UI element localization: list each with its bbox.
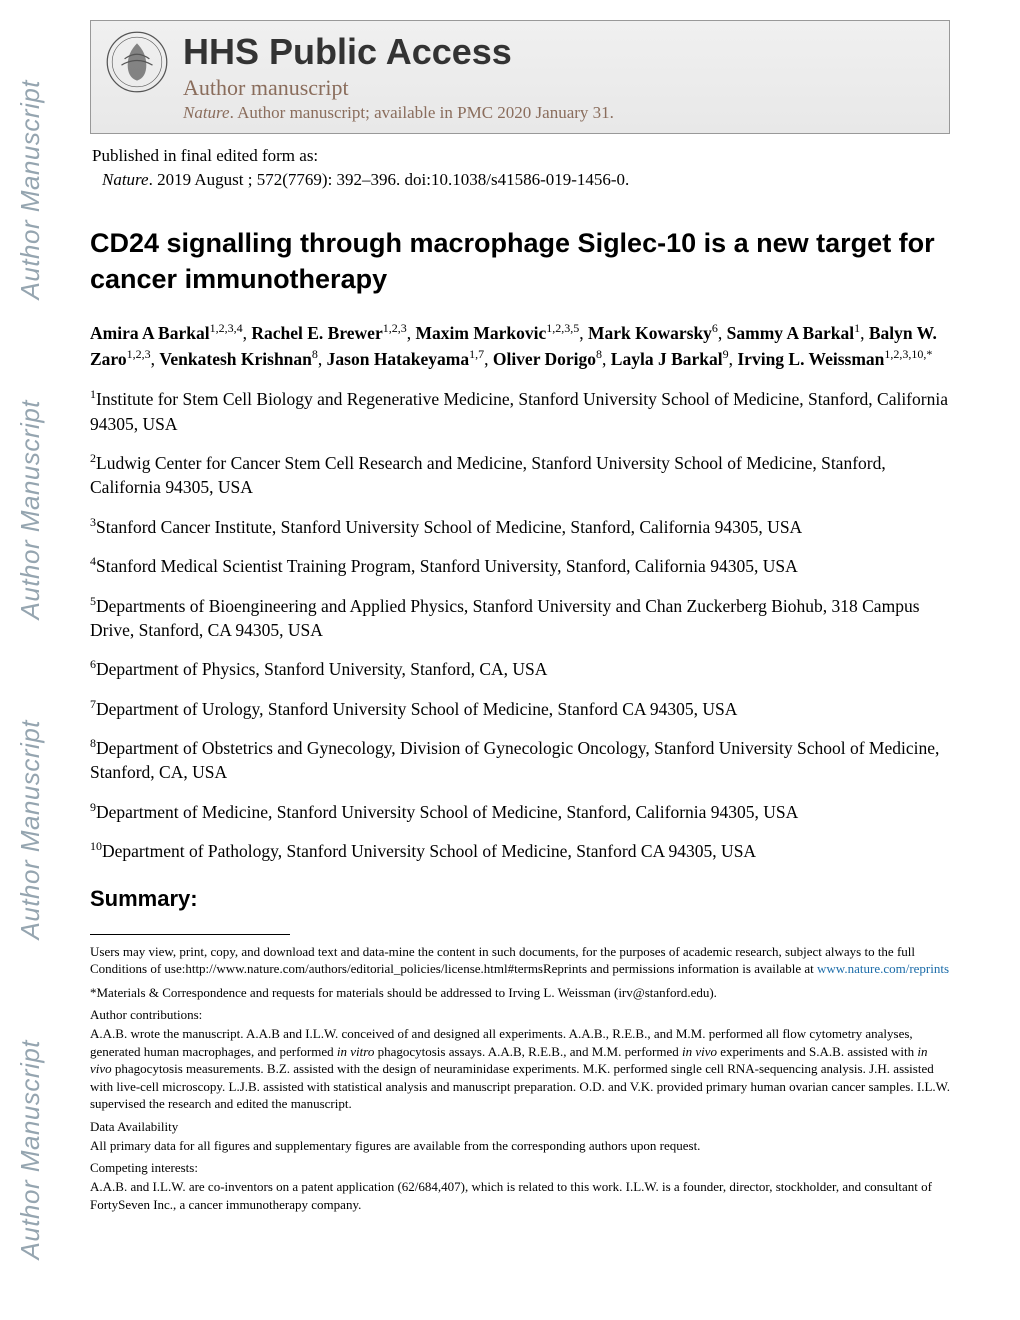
footnote-users-text: Users may view, print, copy, and downloa… bbox=[90, 944, 915, 977]
affiliation: 1Institute for Stem Cell Biology and Reg… bbox=[90, 386, 950, 436]
data-availability-text: All primary data for all figures and sup… bbox=[90, 1137, 950, 1155]
main-content: HHS Public Access Author manuscript Natu… bbox=[90, 0, 950, 1214]
journal-rest: . Author manuscript; available in PMC 20… bbox=[230, 103, 614, 122]
header-text: HHS Public Access Author manuscript Natu… bbox=[183, 31, 614, 123]
summary-heading: Summary: bbox=[90, 886, 950, 912]
watermark-text: Author Manuscript bbox=[15, 720, 46, 939]
watermark-text: Author Manuscript bbox=[15, 80, 46, 299]
affiliation: 4Stanford Medical Scientist Training Pro… bbox=[90, 553, 950, 578]
affiliation: 8Department of Obstetrics and Gynecology… bbox=[90, 735, 950, 785]
affiliations-list: 1Institute for Stem Cell Biology and Reg… bbox=[90, 386, 950, 863]
affiliation: 3Stanford Cancer Institute, Stanford Uni… bbox=[90, 514, 950, 539]
hhs-logo-icon bbox=[106, 31, 168, 93]
citation-journal: Nature bbox=[102, 170, 149, 189]
authors-list: Amira A Barkal1,2,3,4, Rachel E. Brewer1… bbox=[90, 320, 950, 372]
affiliation: 10Department of Pathology, Stanford Univ… bbox=[90, 838, 950, 863]
header-subtitle: Author manuscript bbox=[183, 75, 614, 101]
footnote-users-link[interactable]: www.nature.com/reprints bbox=[817, 961, 949, 976]
article-title: CD24 signalling through macrophage Sigle… bbox=[90, 225, 950, 298]
journal-name: Nature bbox=[183, 103, 230, 122]
affiliation: 7Department of Urology, Stanford Univers… bbox=[90, 696, 950, 721]
author-contributions-text: A.A.B. wrote the manuscript. A.A.B and I… bbox=[90, 1025, 950, 1113]
footnote-users: Users may view, print, copy, and downloa… bbox=[90, 943, 950, 978]
affiliation: 2Ludwig Center for Cancer Stem Cell Rese… bbox=[90, 450, 950, 500]
watermark-text: Author Manuscript bbox=[15, 1040, 46, 1259]
citation-rest: . 2019 August ; 572(7769): 392–396. doi:… bbox=[149, 170, 630, 189]
affiliation: 5Departments of Bioengineering and Appli… bbox=[90, 593, 950, 643]
footnote-correspondence: *Materials & Correspondence and requests… bbox=[90, 984, 950, 1002]
affiliation: 6Department of Physics, Stanford Univers… bbox=[90, 656, 950, 681]
data-availability-label: Data Availability bbox=[90, 1119, 950, 1135]
watermark-text: Author Manuscript bbox=[15, 400, 46, 619]
footnote-divider bbox=[90, 934, 290, 935]
citation: Nature. 2019 August ; 572(7769): 392–396… bbox=[90, 170, 950, 190]
competing-interests-text: A.A.B. and I.L.W. are co-inventors on a … bbox=[90, 1178, 950, 1213]
header-journal-line: Nature. Author manuscript; available in … bbox=[183, 103, 614, 123]
hhs-title: HHS Public Access bbox=[183, 31, 614, 73]
affiliation: 9Department of Medicine, Stanford Univer… bbox=[90, 799, 950, 824]
author-contributions-label: Author contributions: bbox=[90, 1007, 950, 1023]
header-box: HHS Public Access Author manuscript Natu… bbox=[90, 20, 950, 134]
published-info: Published in final edited form as: bbox=[90, 146, 950, 166]
competing-interests-label: Competing interests: bbox=[90, 1160, 950, 1176]
